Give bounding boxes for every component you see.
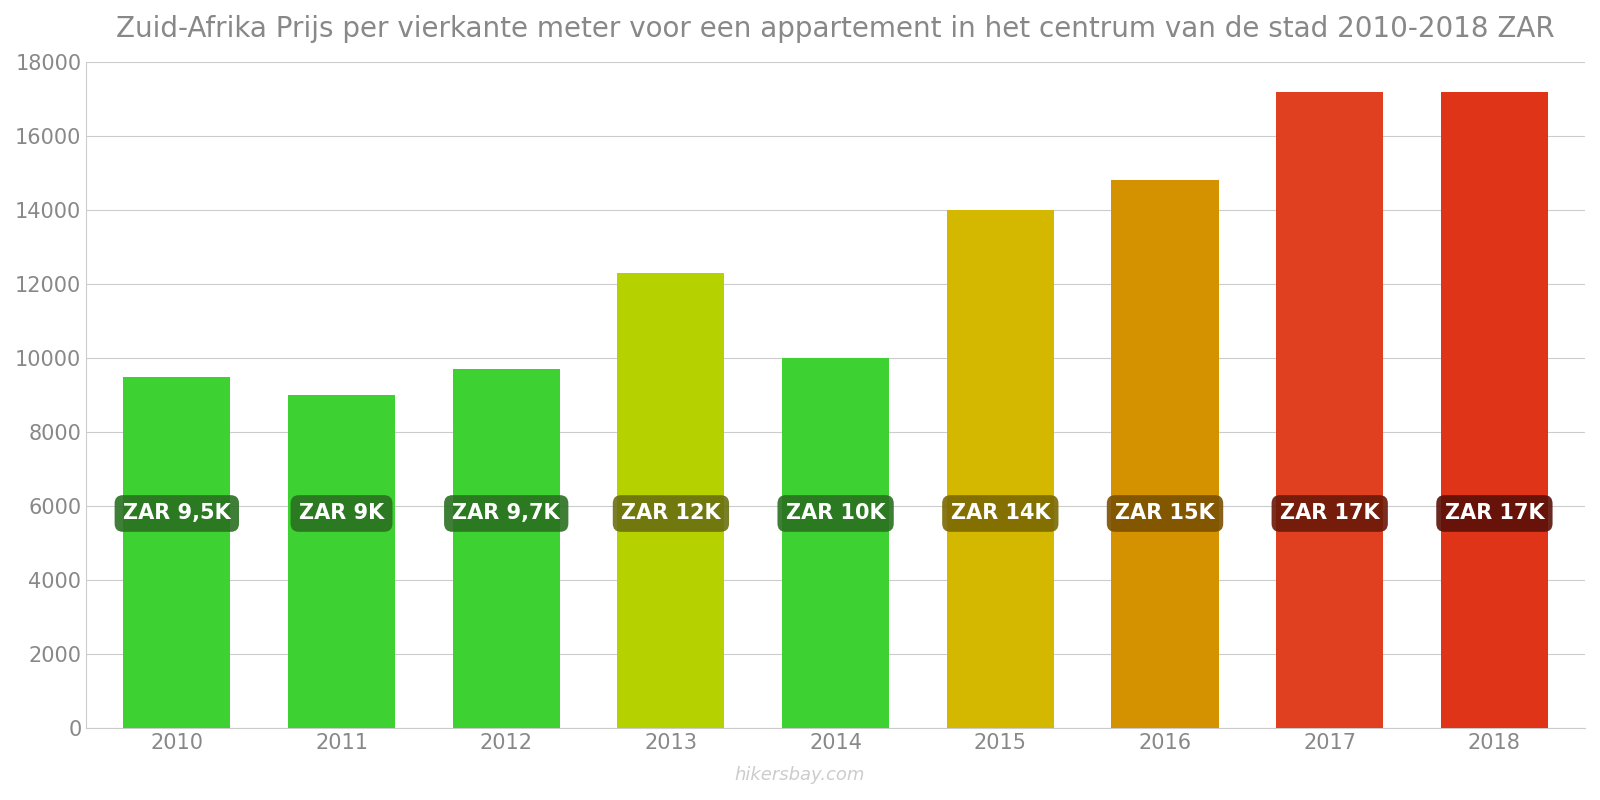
Text: ZAR 9K: ZAR 9K	[299, 503, 384, 523]
Text: ZAR 12K: ZAR 12K	[621, 503, 720, 523]
Bar	[123, 377, 230, 728]
Text: ZAR 9,7K: ZAR 9,7K	[453, 503, 560, 523]
Bar	[1442, 92, 1547, 728]
Text: ZAR 17K: ZAR 17K	[1445, 503, 1544, 523]
Bar	[1112, 181, 1219, 728]
Text: hikersbay.com: hikersbay.com	[734, 766, 866, 784]
Text: ZAR 17K: ZAR 17K	[1280, 503, 1379, 523]
Title: Zuid-Afrika Prijs per vierkante meter voor een appartement in het centrum van de: Zuid-Afrika Prijs per vierkante meter vo…	[117, 15, 1555, 43]
Bar	[1277, 92, 1384, 728]
Text: ZAR 10K: ZAR 10K	[786, 503, 885, 523]
Bar	[288, 395, 395, 728]
Bar	[782, 358, 890, 728]
Text: ZAR 14K: ZAR 14K	[950, 503, 1050, 523]
Text: ZAR 15K: ZAR 15K	[1115, 503, 1214, 523]
Text: ZAR 9,5K: ZAR 9,5K	[123, 503, 230, 523]
Bar	[453, 369, 560, 728]
Bar	[947, 210, 1054, 728]
Bar	[618, 273, 725, 728]
